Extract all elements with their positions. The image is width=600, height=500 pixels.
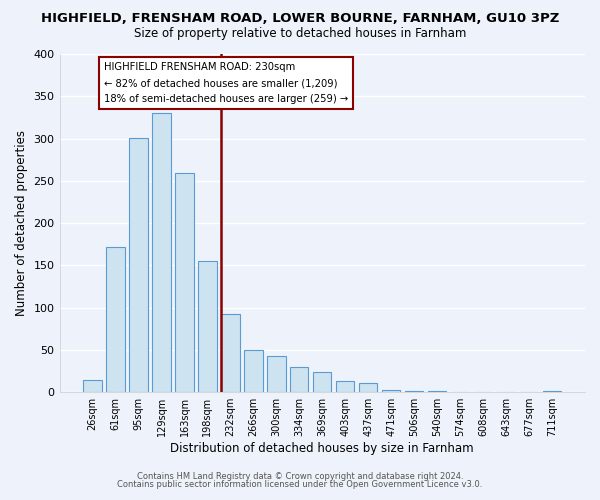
Bar — [290, 367, 308, 392]
Bar — [106, 247, 125, 392]
Bar — [359, 383, 377, 392]
X-axis label: Distribution of detached houses by size in Farnham: Distribution of detached houses by size … — [170, 442, 474, 455]
Y-axis label: Number of detached properties: Number of detached properties — [15, 130, 28, 316]
Bar — [267, 356, 286, 392]
Text: Contains HM Land Registry data © Crown copyright and database right 2024.: Contains HM Land Registry data © Crown c… — [137, 472, 463, 481]
Text: Contains public sector information licensed under the Open Government Licence v3: Contains public sector information licen… — [118, 480, 482, 489]
Bar — [130, 138, 148, 392]
Text: HIGHFIELD FRENSHAM ROAD: 230sqm
← 82% of detached houses are smaller (1,209)
18%: HIGHFIELD FRENSHAM ROAD: 230sqm ← 82% of… — [104, 62, 349, 104]
Bar — [152, 113, 170, 392]
Bar — [83, 380, 102, 392]
Text: Size of property relative to detached houses in Farnham: Size of property relative to detached ho… — [134, 28, 466, 40]
Bar — [175, 173, 194, 392]
Text: HIGHFIELD, FRENSHAM ROAD, LOWER BOURNE, FARNHAM, GU10 3PZ: HIGHFIELD, FRENSHAM ROAD, LOWER BOURNE, … — [41, 12, 559, 26]
Bar — [336, 381, 355, 392]
Bar — [382, 390, 400, 392]
Bar — [221, 314, 239, 392]
Bar — [313, 372, 331, 392]
Bar — [198, 261, 217, 392]
Bar — [244, 350, 263, 392]
Bar — [543, 390, 561, 392]
